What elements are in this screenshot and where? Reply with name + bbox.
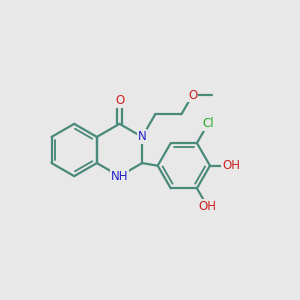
Text: OH: OH — [222, 159, 240, 172]
Text: NH: NH — [111, 170, 128, 183]
Text: Cl: Cl — [202, 117, 214, 130]
Text: O: O — [115, 94, 124, 107]
Text: N: N — [138, 130, 146, 143]
Text: O: O — [188, 88, 197, 101]
Text: OH: OH — [199, 200, 217, 213]
